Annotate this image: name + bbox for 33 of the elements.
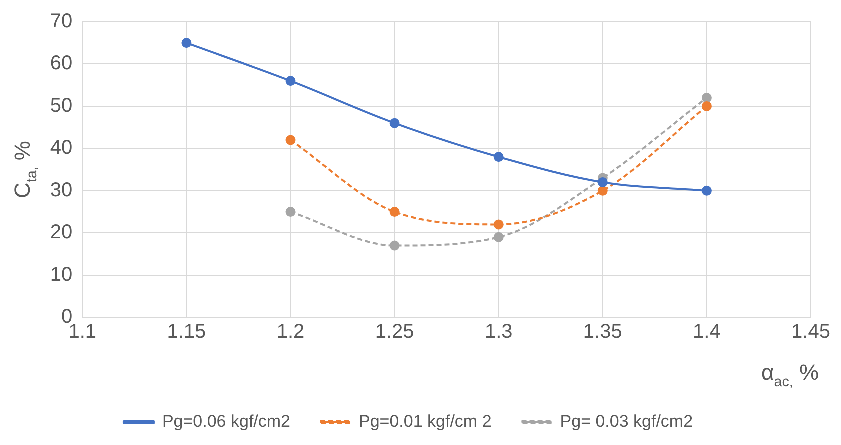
point bbox=[390, 118, 400, 128]
point bbox=[702, 101, 712, 112]
y-tick-label: 20 bbox=[50, 222, 73, 244]
y-tick-label: 10 bbox=[50, 264, 73, 286]
x-tick-label: 1.45 bbox=[792, 321, 830, 344]
x-tick-label: 1.15 bbox=[167, 321, 206, 344]
y-tick-label: 30 bbox=[50, 179, 73, 202]
legend-label: Pg=0.01 kgf/cm 2 bbox=[359, 412, 492, 432]
x-tick-label: 1.25 bbox=[375, 321, 414, 344]
point bbox=[494, 152, 504, 162]
y-tick-label: 60 bbox=[50, 52, 73, 75]
point bbox=[702, 186, 712, 196]
y-tick-label: 70 bbox=[50, 10, 73, 33]
legend-label: Pg=0.06 kgf/cm2 bbox=[162, 412, 291, 432]
point bbox=[390, 240, 400, 251]
point bbox=[494, 232, 504, 242]
x-tick-label: 1.35 bbox=[583, 321, 622, 344]
y-axis-title: Cta, % bbox=[10, 141, 41, 199]
point bbox=[598, 177, 608, 188]
point bbox=[390, 207, 400, 218]
point bbox=[494, 220, 504, 230]
point bbox=[286, 135, 296, 146]
y-tick-label: 50 bbox=[50, 94, 73, 117]
point bbox=[598, 186, 608, 196]
x-tick-label: 1.2 bbox=[276, 321, 305, 344]
point bbox=[286, 207, 296, 218]
y-tick-label: 40 bbox=[50, 137, 73, 160]
legend-label: Pg= 0.03 kgf/cm2 bbox=[560, 412, 694, 432]
x-tick-label: 1.4 bbox=[693, 321, 721, 344]
x-tick-label: 1.3 bbox=[484, 321, 513, 344]
point bbox=[286, 76, 296, 86]
point bbox=[702, 93, 712, 104]
point bbox=[182, 38, 192, 48]
